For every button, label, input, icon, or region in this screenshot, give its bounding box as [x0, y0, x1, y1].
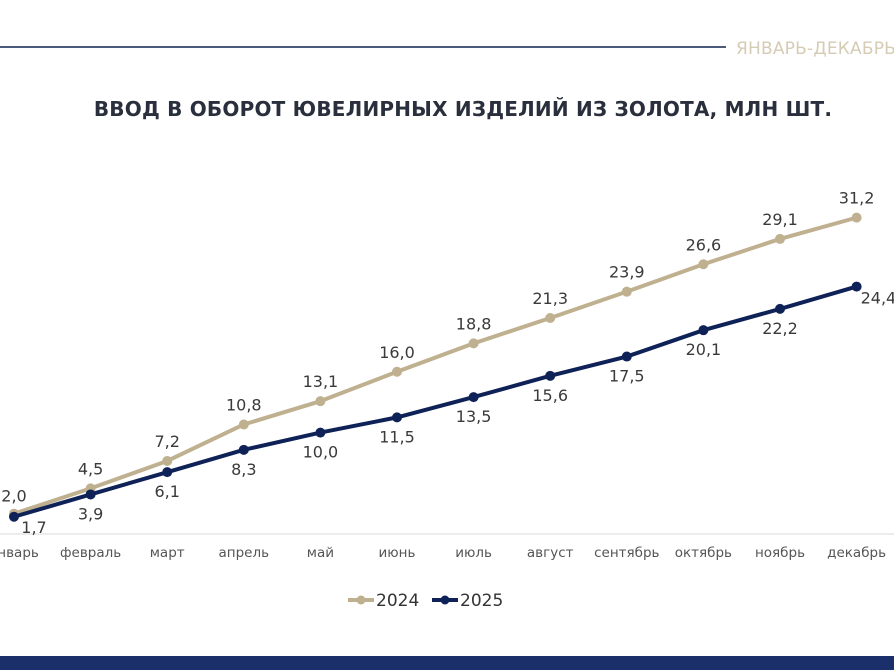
x-tick-label: сентябрь: [594, 545, 659, 561]
legend-marker-2025: [440, 595, 450, 605]
data-label-2025: 1,7: [21, 518, 46, 537]
period-label: ЯНВАРЬ-ДЕКАБРЬ: [736, 39, 894, 59]
data-point-2025: [85, 489, 96, 500]
data-label-2025: 22,2: [762, 319, 798, 338]
x-tick-label: июнь: [379, 545, 416, 561]
data-point-2024: [545, 313, 556, 324]
x-tick-label: ноябрь: [755, 545, 805, 561]
data-point-2025: [392, 412, 402, 423]
data-point-2024: [851, 212, 862, 223]
data-label-2024: 21,3: [532, 289, 568, 308]
data-label-2024: 23,9: [609, 263, 645, 282]
data-point-2025: [315, 427, 326, 438]
series-line-2024: [13, 215, 858, 516]
data-point-2025: [9, 511, 19, 522]
data-point-2025: [621, 351, 632, 362]
x-tick-label: март: [150, 545, 185, 561]
x-tick-label: декабрь: [827, 545, 886, 561]
data-label-2024: 26,6: [686, 235, 722, 254]
data-label-2025: 8,3: [231, 460, 256, 479]
data-point-2025: [162, 467, 173, 478]
data-label-2024: 2,0: [1, 487, 26, 506]
x-tick-label: февраль: [60, 545, 121, 561]
x-tick-label: август: [527, 545, 574, 561]
data-point-2025: [775, 303, 785, 314]
series-line-2025: [13, 284, 858, 519]
data-label-2024: 18,8: [456, 314, 492, 333]
data-label-2025: 6,1: [154, 482, 179, 501]
data-point-2025: [851, 281, 862, 292]
data-point-2024: [315, 396, 326, 407]
data-label-2025: 10,0: [303, 443, 339, 462]
data-point-2024: [468, 338, 479, 349]
data-point-2024: [162, 455, 173, 466]
data-point-2025: [698, 325, 709, 336]
x-tick-label: октябрь: [675, 545, 732, 561]
data-label-2025: 17,5: [609, 367, 645, 386]
data-point-2024: [775, 233, 785, 244]
data-label-2025: 15,6: [532, 386, 568, 405]
data-label-2024: 13,1: [303, 372, 339, 391]
data-label-2024: 7,2: [154, 432, 179, 451]
data-point-2025: [468, 392, 479, 403]
data-label-2025: 24,4: [861, 289, 894, 308]
data-label-2024: 16,0: [379, 343, 415, 362]
data-label-2025: 11,5: [379, 427, 415, 446]
x-tick-label: июль: [455, 545, 492, 561]
legend-label-2024: 2024: [376, 591, 419, 611]
data-label-2024: 31,2: [839, 189, 875, 208]
data-point-2024: [698, 259, 709, 270]
data-label-2024: 29,1: [762, 210, 798, 229]
x-tick-label: январь: [0, 545, 39, 561]
data-point-2024: [621, 286, 632, 297]
x-tick-label: май: [307, 545, 334, 561]
data-label-2024: 10,8: [226, 395, 262, 414]
data-point-2025: [545, 370, 556, 381]
footer-bar: [0, 656, 894, 670]
legend-label-2025: 2025: [460, 591, 503, 611]
x-tick-label: апрель: [219, 545, 270, 561]
data-point-2024: [392, 366, 402, 377]
data-point-2025: [238, 444, 249, 455]
legend-marker-2024: [356, 595, 366, 605]
data-label-2025: 13,5: [456, 407, 492, 426]
data-label-2025: 20,1: [686, 340, 722, 359]
data-point-2024: [238, 419, 249, 430]
header-rule: [0, 46, 726, 48]
chart-title: ВВОД В ОБОРОТ ЮВЕЛИРНЫХ ИЗДЕЛИЙ ИЗ ЗОЛОТ…: [93, 97, 833, 121]
data-label-2025: 3,9: [78, 504, 103, 523]
data-label-2024: 4,5: [78, 459, 103, 478]
